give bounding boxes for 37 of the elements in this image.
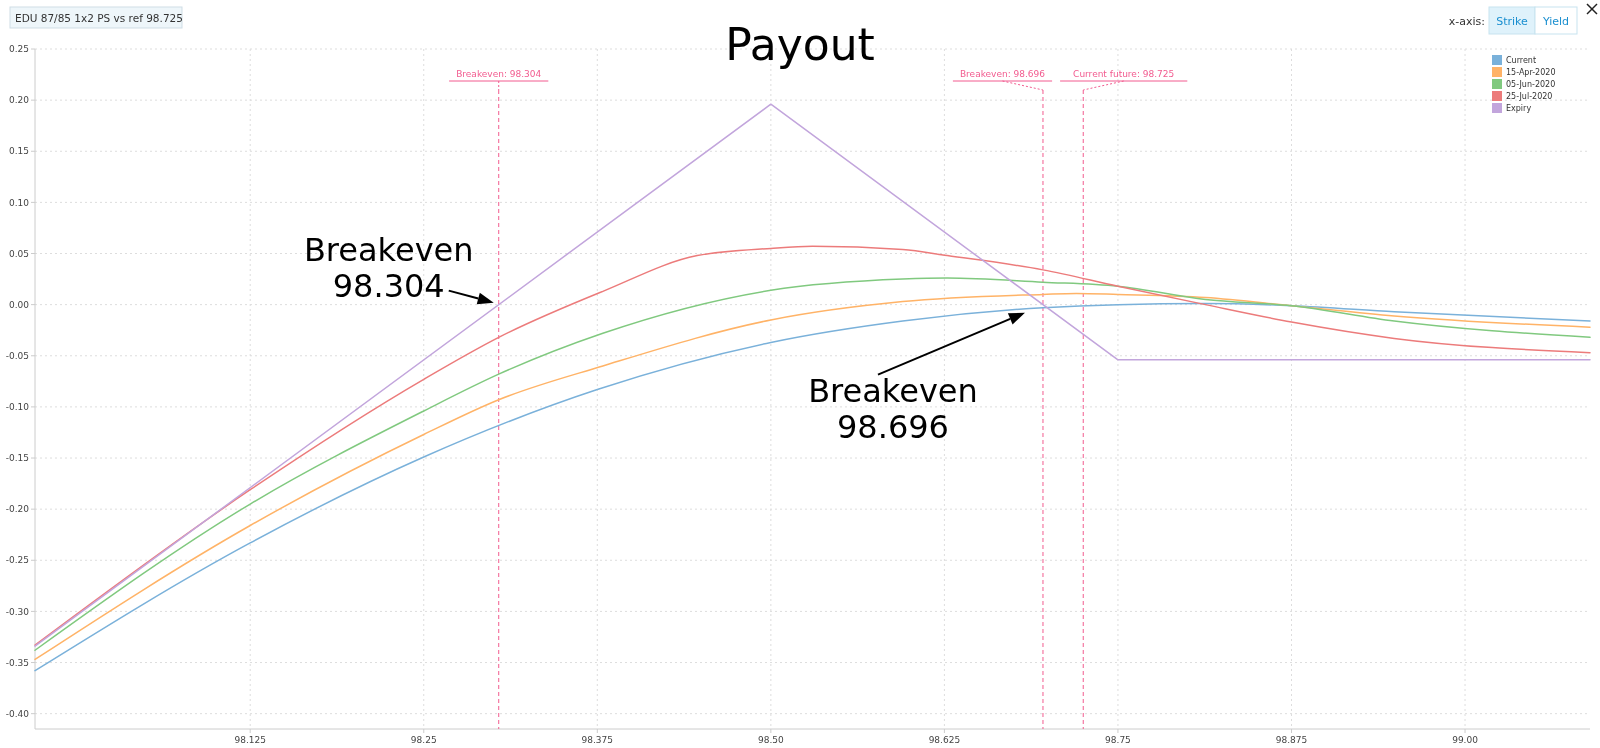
- y-tick-label: -0.35: [5, 657, 29, 668]
- y-tick-label: -0.15: [5, 453, 29, 464]
- annotation: Breakeven 98.304: [303, 230, 474, 305]
- y-tick-label: 0.10: [8, 197, 30, 208]
- y-tick-label: -0.25: [5, 555, 29, 566]
- text: EDU 87/85 1x2 PS vs ref 98.725: [15, 12, 183, 24]
- ref-line-label: Breakeven: 98.696: [959, 69, 1046, 79]
- text: Strike: [1496, 15, 1529, 28]
- legend-label: 05-Jun-2020: [1506, 80, 1556, 89]
- ref-line-label: Breakeven: 98.304: [456, 69, 542, 79]
- x-tick-label: 98.625: [928, 735, 961, 745]
- text: x-axis:: [1448, 15, 1485, 28]
- y-tick-label: 0.20: [8, 95, 30, 106]
- legend-label: 15-Apr-2020: [1506, 68, 1556, 77]
- x-tick-label: 98.50: [757, 735, 784, 745]
- legend-label: Current: [1506, 56, 1537, 65]
- text: Yield: [1541, 15, 1570, 28]
- y-tick-label: 0.15: [8, 146, 29, 157]
- x-tick-label: 98.375: [581, 735, 614, 745]
- y-tick-label: -0.40: [5, 708, 30, 719]
- x-tick-label: 98.25: [410, 735, 437, 745]
- y-tick-label: 0.05: [8, 248, 29, 259]
- ref-line-label: Current future: 98.725: [1073, 69, 1175, 79]
- x-tick-label: 98.125: [234, 735, 266, 745]
- y-tick-label: -0.20: [5, 504, 30, 515]
- y-tick-label: -0.05: [5, 350, 29, 361]
- y-tick-label: 0.00: [8, 299, 30, 310]
- x-tick-label: 98.75: [1105, 735, 1131, 745]
- chart-title: Payout: [725, 19, 875, 70]
- legend-label: Expiry: [1506, 104, 1532, 113]
- annotation: Breakeven 98.696: [808, 371, 978, 446]
- y-tick-label: 0.25: [8, 44, 29, 55]
- y-tick-label: -0.10: [5, 402, 30, 413]
- x-tick-label: 99.00: [1452, 735, 1479, 745]
- y-tick-label: -0.30: [5, 606, 30, 617]
- legend-label: 25-Jul-2020: [1506, 92, 1553, 101]
- x-tick-label: 98.875: [1275, 735, 1308, 745]
